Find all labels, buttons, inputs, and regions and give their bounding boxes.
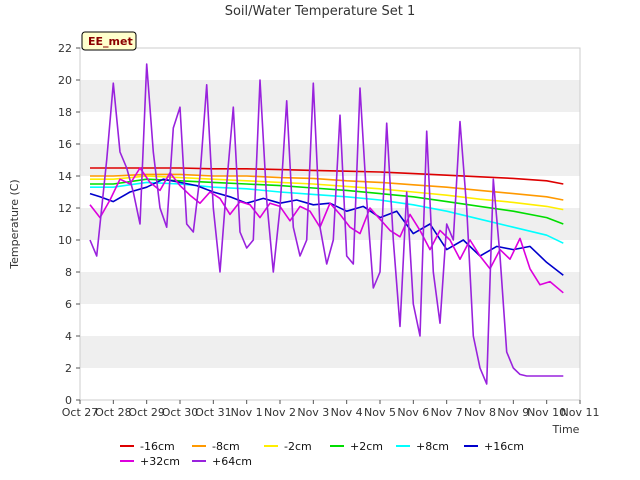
legend-label: +32cm	[140, 455, 180, 468]
y-tick-label: 8	[65, 266, 72, 279]
series-line-plus64cm	[89, 63, 564, 385]
x-tick-label: Oct 28	[95, 406, 132, 419]
x-tick-label: Nov 7	[431, 406, 463, 419]
legend-label: -8cm	[212, 440, 240, 453]
grid-band	[80, 48, 580, 80]
x-tick-label: Nov 5	[364, 406, 396, 419]
series-line-minus2cm	[90, 175, 564, 211]
y-axis: 0 2 4 6 8 10 12 14 16 18 20 22	[58, 42, 80, 407]
x-tick-label: Oct 30	[162, 406, 199, 419]
y-tick-label: 12	[58, 202, 72, 215]
series-lines	[89, 63, 564, 385]
legend-label: +16cm	[484, 440, 524, 453]
x-tick-label: Nov 6	[397, 406, 429, 419]
site-tag-label: EE_met	[88, 35, 133, 48]
y-tick-label: 20	[58, 74, 72, 87]
plot-frame	[79, 47, 581, 401]
grid-band	[80, 80, 580, 112]
series-line-plus32cm	[89, 167, 564, 294]
legend-label: +8cm	[416, 440, 449, 453]
x-tick-label: Oct 31	[195, 406, 232, 419]
x-tick-label: Nov 9	[497, 406, 529, 419]
site-tag-box	[81, 31, 137, 51]
chart-title: Soil/Water Temperature Set 1	[225, 4, 416, 19]
grid-band	[80, 272, 580, 304]
x-tick-label: Nov 11	[561, 406, 600, 419]
legend-label: -2cm	[284, 440, 312, 453]
x-tick-label: Nov 3	[297, 406, 329, 419]
x-tick-label: Nov 10	[527, 406, 566, 419]
series-line-minus8cm	[90, 173, 564, 201]
series-line-plus16cm	[89, 178, 564, 276]
y-tick-label: 16	[58, 138, 72, 151]
x-tick-label: Nov 8	[464, 406, 496, 419]
grid-band	[80, 112, 580, 144]
y-tick-label: 18	[58, 106, 72, 119]
y-tick-label: 4	[65, 330, 72, 343]
x-tick-label: Nov 2	[264, 406, 296, 419]
x-tick-label: Nov 1	[231, 406, 263, 419]
y-tick-label: 10	[58, 234, 72, 247]
y-tick-label: 2	[65, 362, 72, 375]
series-line-minus16cm	[90, 167, 564, 185]
x-axis-label: Time	[552, 423, 580, 436]
legend-label: +64cm	[212, 455, 252, 468]
y-tick-label: 6	[65, 298, 72, 311]
legend: -16cm -8cm -2cm +2cm +8cm +16cm +32cm +64cm	[120, 440, 524, 468]
y-tick-label: 0	[65, 394, 72, 407]
y-axis-label: Temperature (C)	[8, 179, 21, 269]
x-tick-label: Nov 4	[331, 406, 363, 419]
site-tag: EE_met	[81, 31, 137, 51]
x-tick-label: Oct 29	[128, 406, 165, 419]
y-tick-label: 14	[58, 170, 72, 183]
y-tick-label: 22	[58, 42, 72, 55]
grid-bands	[80, 48, 580, 400]
grid-band	[80, 208, 580, 240]
grid-band	[80, 304, 580, 336]
grid-band	[80, 368, 580, 400]
grid-band	[80, 240, 580, 272]
grid-band	[80, 336, 580, 368]
x-tick-label: Oct 27	[62, 406, 99, 419]
legend-label: +2cm	[350, 440, 383, 453]
legend-label: -16cm	[140, 440, 175, 453]
